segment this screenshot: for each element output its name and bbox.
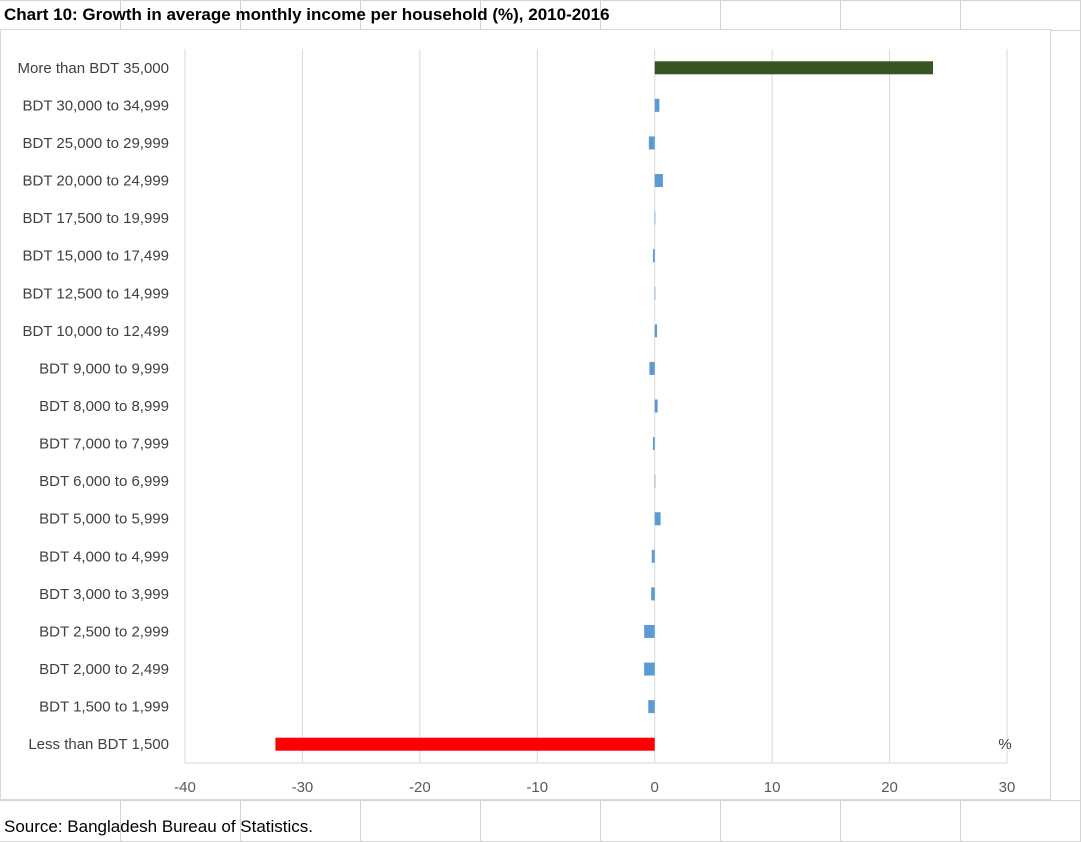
bar bbox=[651, 587, 655, 601]
chart-area[interactable]: -40 -30 -20 -10 0 10 20 30 More than BDT 35,000 B… bbox=[0, 29, 1051, 800]
x-tick-label: 30 bbox=[999, 779, 1016, 796]
x-tick-label: -10 bbox=[526, 779, 548, 796]
category-label: BDT 20,000 to 24,999 bbox=[23, 173, 170, 190]
x-tick-label: -40 bbox=[174, 779, 196, 796]
category-label: BDT 6,000 to 6,999 bbox=[39, 473, 169, 490]
category-label: Less than BDT 1,500 bbox=[28, 736, 169, 753]
x-tick-label: 0 bbox=[651, 779, 659, 796]
category-label: BDT 12,500 to 14,999 bbox=[23, 285, 170, 302]
bar bbox=[644, 624, 655, 638]
category-label: More than BDT 35,000 bbox=[18, 60, 169, 77]
category-label: BDT 15,000 to 17,499 bbox=[23, 248, 170, 265]
bar bbox=[654, 474, 656, 488]
category-label: BDT 25,000 to 29,999 bbox=[23, 135, 170, 152]
category-label: BDT 7,000 to 7,999 bbox=[39, 436, 169, 453]
bar bbox=[651, 549, 655, 563]
x-tick-label: -20 bbox=[409, 779, 431, 796]
bar bbox=[654, 512, 661, 526]
category-label: BDT 9,000 to 9,999 bbox=[39, 360, 169, 377]
category-label: BDT 4,000 to 4,999 bbox=[39, 548, 169, 565]
chart-title: Chart 10: Growth in average monthly inco… bbox=[4, 5, 610, 24]
source-note: Source: Bangladesh Bureau of Statistics. bbox=[4, 817, 314, 836]
category-label: BDT 10,000 to 12,499 bbox=[23, 323, 170, 340]
bar bbox=[648, 136, 655, 150]
bar bbox=[275, 737, 655, 751]
bar bbox=[654, 399, 658, 413]
bar bbox=[652, 249, 655, 263]
x-tick-label: -30 bbox=[292, 779, 314, 796]
category-label: BDT 2,500 to 2,999 bbox=[39, 623, 169, 640]
bar bbox=[644, 662, 655, 676]
category-label: BDT 17,500 to 19,999 bbox=[23, 210, 170, 227]
bar bbox=[654, 211, 656, 225]
category-label: BDT 5,000 to 5,999 bbox=[39, 511, 169, 528]
category-label: BDT 30,000 to 34,999 bbox=[23, 97, 170, 114]
bar bbox=[652, 437, 655, 451]
bar bbox=[654, 324, 658, 338]
category-label: BDT 2,000 to 2,499 bbox=[39, 661, 169, 678]
bar bbox=[649, 361, 655, 375]
bar bbox=[654, 286, 656, 300]
category-label: BDT 3,000 to 3,999 bbox=[39, 586, 169, 603]
bar bbox=[648, 700, 655, 714]
bar bbox=[654, 174, 663, 188]
category-label: BDT 1,500 to 1,999 bbox=[39, 699, 169, 716]
category-label: BDT 8,000 to 8,999 bbox=[39, 398, 169, 415]
x-axis-unit-label: % bbox=[998, 736, 1011, 753]
x-tick-label: 10 bbox=[764, 779, 781, 796]
x-tick-label: 20 bbox=[881, 779, 898, 796]
bar bbox=[654, 61, 934, 75]
bar-chart-plot: -40 -30 -20 -10 0 10 20 30 More than BDT 35,000 B… bbox=[18, 49, 1016, 796]
bar bbox=[654, 98, 660, 112]
